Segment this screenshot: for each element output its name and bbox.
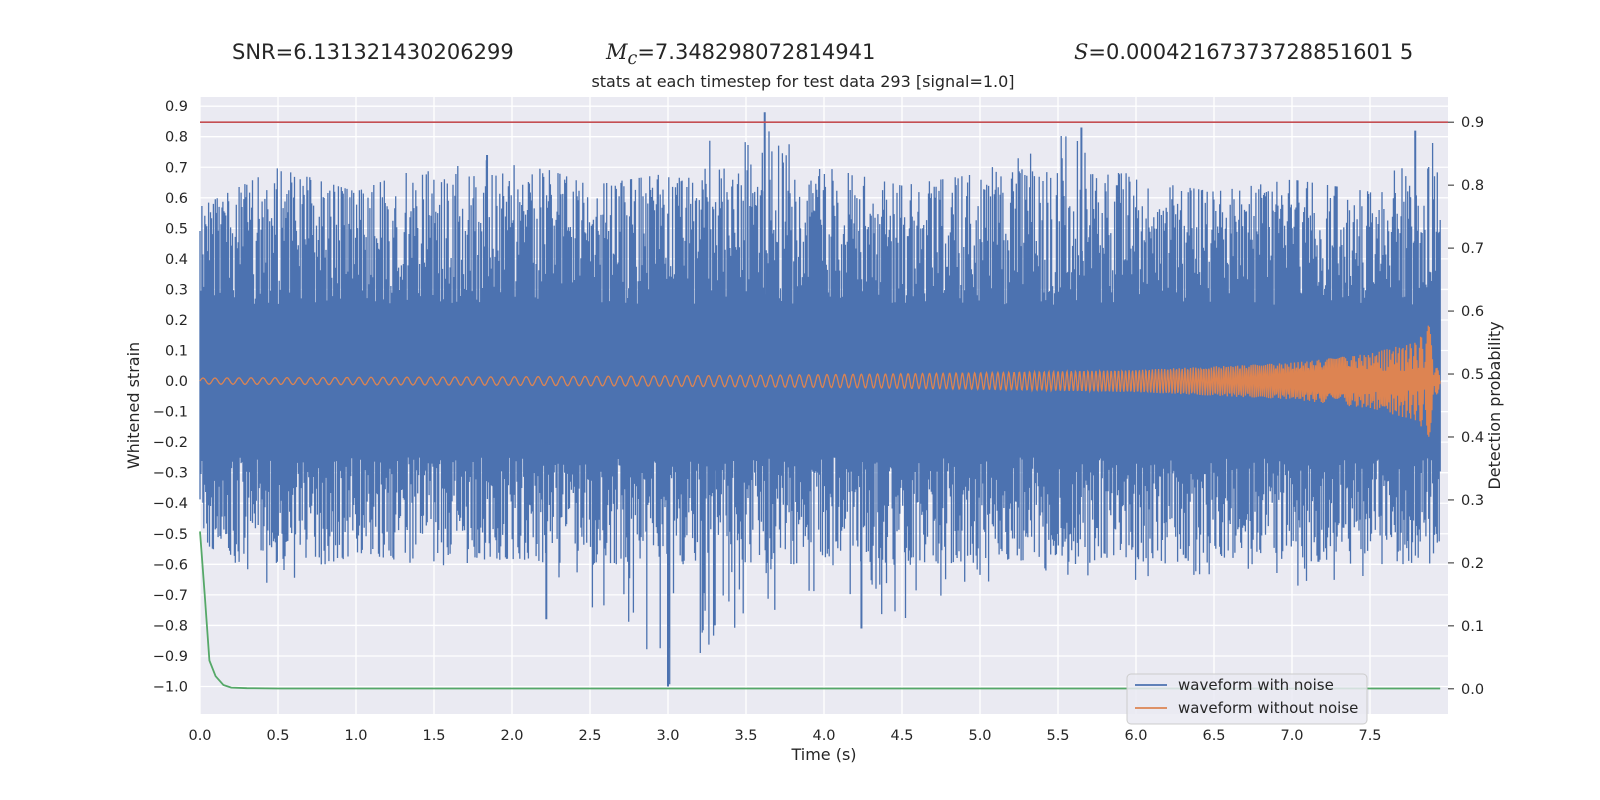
y-tick-label: 0.4 xyxy=(165,252,188,268)
y-tick-label: 0.1 xyxy=(165,344,188,360)
y-tick-label: −0.1 xyxy=(153,405,188,421)
clean-waveform-series xyxy=(199,325,1441,437)
y-tick-label: −0.9 xyxy=(153,649,188,665)
x-tick-label: 5.5 xyxy=(1046,728,1069,744)
x-tick-label: 5.0 xyxy=(968,728,991,744)
chart-title: stats at each timestep for test data 293… xyxy=(591,72,1014,91)
s-number: =0.00042167373728851601 5 xyxy=(1088,40,1414,64)
y2-tick-label: 0.5 xyxy=(1461,367,1484,383)
y2-axis-label: Detection probability xyxy=(1485,321,1504,489)
chirp-mass-subscript: c xyxy=(627,49,638,70)
probability-series xyxy=(199,121,1448,690)
y2-tick-label: 0.8 xyxy=(1461,178,1484,194)
x-tick-label: 2.5 xyxy=(578,728,601,744)
snr-value: SNR=6.131321430206299 xyxy=(232,40,514,64)
y2-tick-label: 0.6 xyxy=(1461,304,1484,320)
chirp-mass-number: =7.348298072814941 xyxy=(637,40,876,64)
s-value: S=0.00042167373728851601 5 xyxy=(1074,40,1413,64)
y-tick-label: −0.6 xyxy=(153,557,188,573)
y2-tick-label: 0.4 xyxy=(1461,430,1484,446)
y-tick-label: 0.9 xyxy=(165,99,188,115)
y-tick-label: −0.5 xyxy=(153,527,188,543)
y2-tick-label: 0.1 xyxy=(1461,619,1484,635)
y-tick-label: −0.7 xyxy=(153,588,188,604)
y2-tick-label: 0.0 xyxy=(1461,682,1484,698)
y2-tick-label: 0.3 xyxy=(1461,493,1484,509)
chirp-mass-value: Mc=7.348298072814941 xyxy=(606,40,875,69)
s-symbol: S xyxy=(1074,40,1089,64)
axis-ticks: 0.0 0.5 1.0 1.5 2.0 2.5 3.0 3.5 4.0 4.5 5.0 5.5 6.0 6… xyxy=(153,99,1484,744)
y2-tick-label: 0.9 xyxy=(1461,115,1484,131)
x-tick-label: 7.0 xyxy=(1280,728,1303,744)
x-axis-label: Time (s) xyxy=(790,745,856,764)
y2-tick-label: 0.7 xyxy=(1461,241,1484,257)
x-tick-label: 4.5 xyxy=(890,728,913,744)
x-tick-label: 0.0 xyxy=(188,728,211,744)
y-tick-label: 0.7 xyxy=(165,160,188,176)
y-tick-label: −0.2 xyxy=(153,435,188,451)
y2-tick-label: 0.2 xyxy=(1461,556,1484,572)
chirp-mass-symbol: M xyxy=(606,40,628,64)
legend-label-clean: waveform without noise xyxy=(1178,699,1358,717)
y-tick-label: −0.4 xyxy=(153,496,188,512)
y-tick-label: 0.3 xyxy=(165,282,188,298)
y-tick-label: −0.3 xyxy=(153,466,188,482)
legend: waveform with noise waveform without noi… xyxy=(1126,673,1368,725)
y-tick-label: −0.8 xyxy=(153,618,188,634)
y-tick-label: 0.2 xyxy=(165,313,188,329)
x-tick-label: 3.5 xyxy=(734,728,757,744)
y-tick-label: 0.6 xyxy=(165,191,188,207)
legend-box xyxy=(1126,673,1368,725)
y-tick-label: 0.5 xyxy=(165,221,188,237)
x-tick-label: 6.5 xyxy=(1202,728,1225,744)
x-tick-label: 2.0 xyxy=(500,728,523,744)
x-tick-label: 1.5 xyxy=(422,728,445,744)
legend-label-noisy: waveform with noise xyxy=(1178,676,1334,694)
x-tick-label: 6.0 xyxy=(1124,728,1147,744)
clean-waveform-line xyxy=(199,325,1441,437)
x-tick-label: 4.0 xyxy=(812,728,835,744)
x-tick-label: 3.0 xyxy=(656,728,679,744)
probability-line xyxy=(199,531,1441,690)
x-tick-label: 1.0 xyxy=(344,728,367,744)
y-tick-label: 0.0 xyxy=(165,374,188,390)
y-tick-label: −1.0 xyxy=(153,680,188,696)
x-tick-label: 0.5 xyxy=(266,728,289,744)
y-tick-label: 0.8 xyxy=(165,130,188,146)
y-axis-label: Whitened strain xyxy=(124,342,143,469)
x-tick-label: 7.5 xyxy=(1358,728,1381,744)
